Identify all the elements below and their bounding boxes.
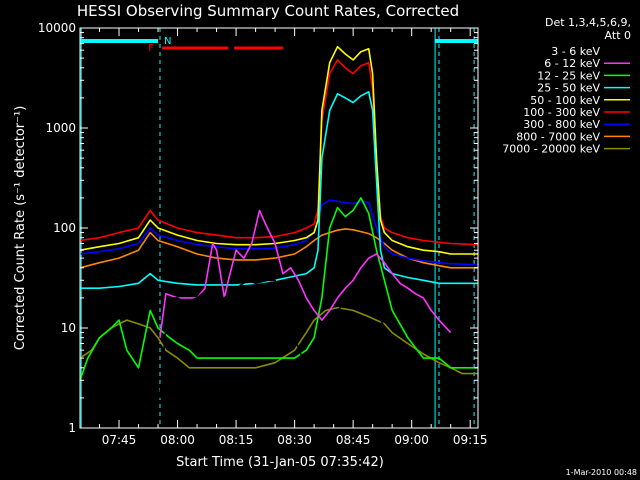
legend-entry-label: 300 - 800 keV [523,118,600,131]
series-line [159,209,452,338]
footer-date: 1-Mar-2010 00:48 [566,468,637,477]
y-tick-label: 1 [68,421,76,435]
legend-entry-label: 6 - 12 keV [544,57,600,70]
x-tick-label: 09:00 [394,433,429,447]
legend-title: Att 0 [605,29,631,42]
y-axis: 1 10 100 1000 10000 [38,21,478,435]
x-tick-label: 08:15 [219,433,254,447]
x-tick-label: 08:30 [277,433,312,447]
series-layer [79,45,479,429]
y-tick-label: 10000 [38,21,76,35]
legend-entry-label: 3 - 6 keV [551,45,600,58]
legend-entry-label: 12 - 25 keV [537,69,600,82]
chart-title: HESSI Observing Summary Count Rates, Cor… [77,2,459,20]
series-line [80,91,478,290]
legend-entry-label: 50 - 100 keV [530,94,600,107]
x-axis-label: Start Time (31-Jan-05 07:35:42) [176,455,384,470]
y-tick-label: 10 [61,321,76,335]
x-tick-label: 09:15 [453,433,488,447]
x-tick-label: 08:00 [160,433,195,447]
night-flag-label: N [164,36,171,47]
legend-entry-label: 7000 - 20000 keV [502,143,600,156]
series-line [79,306,478,375]
x-tick-label: 08:45 [336,433,371,447]
series-line [79,45,478,255]
legend-title: Det 1,3,4,5,6,9, [545,16,631,29]
legend-entry-label: 800 - 7000 keV [516,130,600,143]
y-axis-label: Corrected Count Rate (s⁻¹ detector⁻¹) [13,106,28,351]
y-tick-label: 1000 [45,121,76,135]
y-tick-label: 100 [53,221,76,235]
legend-entry-label: 100 - 300 keV [523,106,600,119]
x-tick-label: 07:45 [102,433,137,447]
x-axis: 07:45 08:00 08:15 08:30 08:45 09:00 09:15 [99,28,488,447]
series-line [159,279,425,429]
flare-flag-label: F [148,43,154,54]
legend-entry-label: 25 - 50 keV [537,82,600,95]
series-line [79,197,478,381]
